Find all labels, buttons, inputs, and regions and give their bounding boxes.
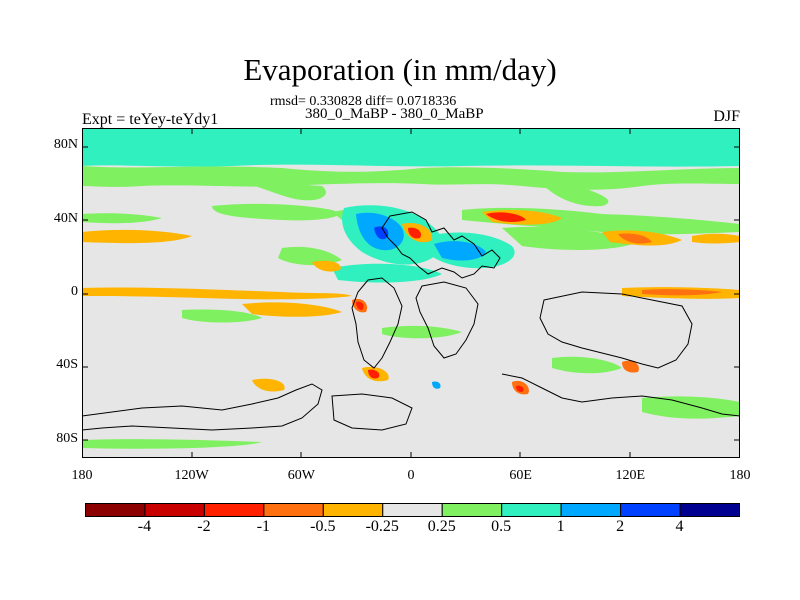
yellow-patch-eastpac-tropic bbox=[242, 302, 342, 317]
colorbar-swatch bbox=[263, 503, 324, 517]
green-patch-southern-ocean bbox=[642, 396, 740, 419]
lon-tick-label: 180 bbox=[71, 468, 93, 483]
coastline-antarctic-central bbox=[331, 393, 413, 431]
colorbar-label: 1 bbox=[556, 518, 565, 535]
yellow-patch-southpac bbox=[252, 378, 285, 392]
cyan-band-tropical bbox=[332, 263, 442, 283]
colorbar-swatch bbox=[501, 503, 562, 517]
arctic-green-band bbox=[82, 166, 740, 190]
lon-tick-label: 120W bbox=[174, 468, 209, 483]
experiment-label: Expt = teYey-teYdy1 bbox=[82, 111, 219, 128]
colorbar-label: -1 bbox=[256, 518, 271, 535]
colorbar-swatch bbox=[560, 503, 622, 517]
season-label: DJF bbox=[713, 108, 740, 125]
lat-tick-label: 80N bbox=[53, 137, 78, 153]
coastline-north-america-europe bbox=[381, 211, 501, 279]
colorbar-swatch bbox=[144, 503, 205, 517]
colorbar-label: -4 bbox=[137, 518, 152, 535]
colorbar-swatch bbox=[679, 503, 740, 517]
lat-tick-label: 40S bbox=[56, 357, 78, 373]
colorbar bbox=[85, 503, 740, 517]
green-streak-westpac bbox=[82, 213, 162, 224]
colorbar-label: 2 bbox=[616, 518, 625, 535]
coastlines bbox=[82, 211, 740, 431]
colorbar-swatch bbox=[85, 503, 146, 517]
green-patch-na-north bbox=[232, 180, 326, 201]
red-patch-southern-africa bbox=[516, 385, 524, 392]
red-patch-eurasia bbox=[486, 212, 526, 222]
lat-tick-label: 40N bbox=[53, 210, 78, 226]
coastline-australia bbox=[539, 291, 693, 369]
yellow-streak-northpac bbox=[82, 229, 192, 244]
colorbar-label: -0.25 bbox=[365, 518, 399, 535]
lon-tick-label: 0 bbox=[407, 468, 415, 483]
colorbar-label: -0.5 bbox=[310, 518, 336, 535]
red-patch-south-america-tip bbox=[368, 369, 380, 379]
red-patch-south-america bbox=[356, 301, 364, 310]
coastline-antarctic-east bbox=[501, 373, 740, 417]
colorbar-label: 0.25 bbox=[427, 518, 456, 535]
blue-core-atlantic bbox=[374, 226, 389, 240]
arctic-cyan-band bbox=[82, 128, 740, 167]
green-streak-southatl bbox=[382, 325, 462, 339]
colorbar-label: 4 bbox=[675, 518, 684, 535]
lightblue-patch-southern-ocean bbox=[432, 381, 441, 389]
yellow-streak-eastpac bbox=[692, 233, 740, 244]
colorbar-swatch bbox=[441, 503, 503, 517]
equatorial-orange-east bbox=[642, 289, 722, 296]
colorbar-swatch bbox=[382, 503, 443, 517]
green-patch-antarctic-pac bbox=[82, 439, 262, 449]
orange-patch-australia bbox=[622, 360, 639, 373]
coastline-antarctic-west bbox=[82, 383, 323, 431]
coastline-south-america bbox=[351, 277, 403, 369]
colorbar-label: 0.5 bbox=[491, 518, 512, 535]
lat-tick-marks bbox=[82, 146, 740, 441]
green-halo-asia bbox=[502, 226, 642, 250]
lon-tick-label: 120E bbox=[615, 468, 646, 483]
green-halo-tropics bbox=[278, 246, 342, 266]
rmsd-diff-stats: rmsd= 0.330828 diff= 0.0718336 bbox=[270, 94, 457, 109]
colorbar-swatch bbox=[203, 503, 265, 517]
green-streak-northpac bbox=[212, 203, 339, 221]
evaporation-map bbox=[82, 128, 740, 458]
yellow-patch-tropical-atl bbox=[312, 260, 341, 272]
lightblue-region-asia bbox=[434, 241, 486, 261]
lon-tick-label: 180 bbox=[729, 468, 751, 483]
lat-tick-label: 80S bbox=[56, 430, 78, 446]
lon-tick-label: 60E bbox=[509, 468, 532, 483]
colorbar-swatch bbox=[620, 503, 681, 517]
coastline-africa bbox=[415, 281, 479, 359]
green-patch-siberia bbox=[542, 178, 609, 207]
green-patch-indian-ocean bbox=[552, 356, 622, 374]
lon-tick-marks bbox=[191, 128, 631, 458]
green-patch-sh-pacific bbox=[182, 309, 262, 323]
lon-tick-label: 60W bbox=[287, 468, 315, 483]
plot-title: Evaporation (in mm/day) bbox=[243, 52, 557, 87]
lat-tick-label: 0 bbox=[71, 284, 78, 299]
case-comparison-label: 380_0_MaBP - 380_0_MaBP bbox=[305, 106, 484, 122]
orange-patch-northeastasia bbox=[618, 233, 652, 244]
colorbar-label: -2 bbox=[197, 518, 211, 535]
red-patch-atlantic bbox=[408, 227, 422, 239]
colorbar-swatch bbox=[322, 503, 384, 517]
equatorial-yellow-band bbox=[82, 287, 352, 300]
